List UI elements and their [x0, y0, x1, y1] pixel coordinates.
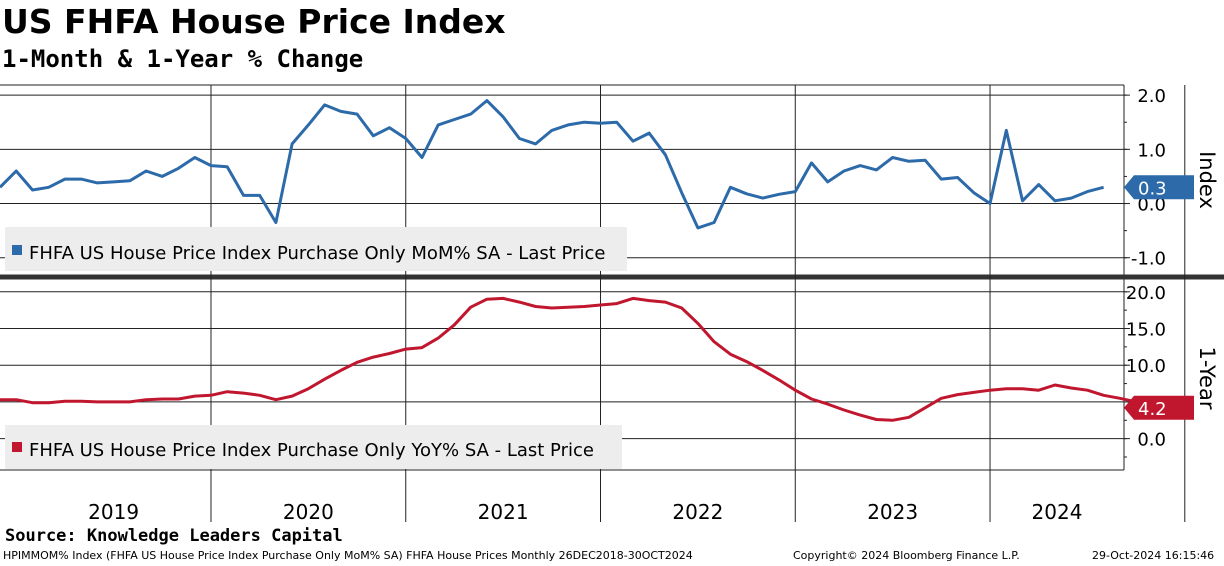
mom-series-line	[0, 99, 1104, 230]
mom-y-tick-label: 1.0	[1137, 140, 1166, 161]
mom-y-tick-label: -1.0	[1131, 249, 1166, 270]
yoy-last-value-tag-shape	[1124, 395, 1194, 420]
x-year-label: 2024	[1032, 500, 1083, 524]
chart-title: US FHFA House Price Index	[2, 2, 506, 41]
yoy-y-tick-label: 15.0	[1126, 320, 1166, 341]
top-legend: FHFA US House Price Index Purchase Only …	[5, 227, 627, 271]
yoy-last-value: 4.2	[1138, 399, 1167, 420]
x-year-label: 2023	[867, 500, 918, 524]
x-year-label: 2019	[88, 500, 139, 524]
bottom-legend-background	[5, 425, 622, 469]
mom-last-value-tag: 0.3	[1124, 175, 1194, 200]
mom-last-value: 0.3	[1138, 178, 1167, 199]
x-year-label: 2022	[672, 500, 723, 524]
top-axis-title: Index	[1195, 151, 1219, 209]
top-legend-label: FHFA US House Price Index Purchase Only …	[29, 243, 605, 264]
source-note: Source: Knowledge Leaders Capital	[5, 526, 343, 546]
mom-last-value-tag-shape	[1124, 175, 1194, 200]
chart-subtitle: 1-Month & 1-Year % Change	[2, 45, 364, 73]
x-year-label: 2021	[478, 500, 529, 524]
bottom-axis-title: 1-Year	[1195, 347, 1219, 410]
yoy-series-line	[0, 296, 1169, 422]
bottom-legend: FHFA US House Price Index Purchase Only …	[5, 425, 622, 469]
yoy-y-tick-label: 10.0	[1126, 356, 1166, 377]
yoy-y-tick-label: 0.0	[1137, 430, 1166, 451]
top-legend-background	[5, 227, 627, 271]
x-year-label: 2020	[283, 500, 334, 524]
bottom-legend-swatch	[12, 442, 22, 452]
top-legend-swatch	[12, 245, 22, 255]
yoy-y-tick-label: 20.0	[1126, 283, 1166, 304]
yoy-last-value-tag: 4.2	[1124, 395, 1194, 420]
mom-y-tick-label: 0.0	[1137, 195, 1166, 216]
footer-ticker-description: HPIMMOM% Index (FHFA US House Price Inde…	[3, 549, 693, 562]
mom-y-tick-label: 2.0	[1137, 86, 1166, 107]
footer-copyright: Copyright© 2024 Bloomberg Finance L.P.	[793, 549, 1020, 562]
bottom-legend-label: FHFA US House Price Index Purchase Only …	[29, 440, 594, 461]
footer-timestamp: 29-Oct-2024 16:15:46	[1092, 549, 1215, 562]
